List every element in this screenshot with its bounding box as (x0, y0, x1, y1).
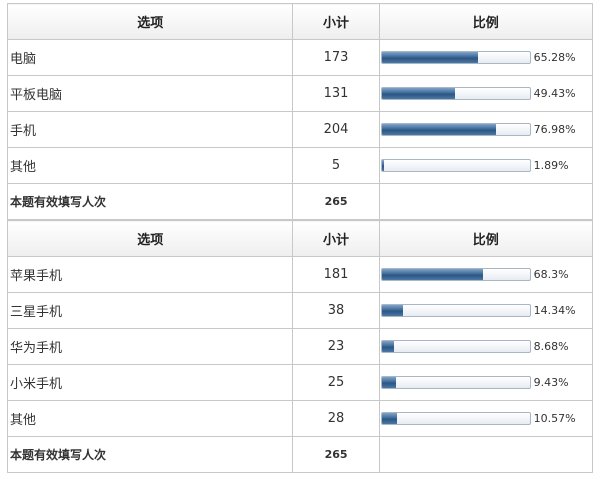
percent-text: 65.28% (533, 51, 576, 64)
progress-fill (381, 269, 483, 280)
percent-text: 9.43% (533, 376, 569, 389)
ratio-cell: 49.43% (378, 75, 594, 112)
progress-bar (380, 123, 531, 136)
progress-bar (380, 340, 531, 353)
total-empty-cell (378, 436, 594, 473)
total-row: 本题有效填写人次 265 (6, 436, 594, 473)
option-label: 其他 (6, 147, 294, 184)
option-label: 平板电脑 (6, 75, 294, 112)
percent-text: 49.43% (533, 87, 576, 100)
ratio-cell: 9.43% (378, 364, 594, 401)
option-count: 173 (292, 39, 380, 76)
header-option: 选项 (6, 220, 294, 257)
progress-fill (381, 341, 395, 352)
ratio-cell: 65.28% (378, 39, 594, 76)
stats-table-2: 选项 小计 比例 苹果手机 181 68.3% 三星手机 38 14.34% 华… (6, 220, 594, 473)
option-label: 其他 (6, 400, 294, 437)
option-count: 23 (292, 328, 380, 365)
table-header-row: 选项 小计 比例 (6, 220, 594, 257)
total-row: 本题有效填写人次 265 (6, 183, 594, 220)
total-label: 本题有效填写人次 (6, 436, 294, 473)
total-label: 本题有效填写人次 (6, 183, 294, 220)
option-label: 手机 (6, 111, 294, 148)
table-row: 小米手机 25 9.43% (6, 364, 594, 401)
option-count: 204 (292, 111, 380, 148)
ratio-cell: 10.57% (378, 400, 594, 437)
option-count: 28 (292, 400, 380, 437)
total-empty-cell (378, 183, 594, 220)
percent-text: 76.98% (533, 123, 576, 136)
percent-text: 8.68% (533, 340, 569, 353)
ratio-cell: 14.34% (378, 292, 594, 329)
table-row: 其他 28 10.57% (6, 400, 594, 437)
progress-bar (380, 87, 531, 100)
progress-fill (381, 413, 398, 424)
option-count: 5 (292, 147, 380, 184)
progress-bar (380, 412, 531, 425)
option-count: 131 (292, 75, 380, 112)
progress-bar (380, 159, 531, 172)
stats-table-1: 选项 小计 比例 电脑 173 65.28% 平板电脑 131 49.43% 手… (6, 3, 594, 220)
ratio-cell: 8.68% (378, 328, 594, 365)
total-count: 265 (292, 183, 380, 220)
option-label: 小米手机 (6, 364, 294, 401)
progress-bar (380, 304, 531, 317)
progress-fill (381, 88, 455, 99)
percent-text: 68.3% (533, 268, 569, 281)
option-label: 三星手机 (6, 292, 294, 329)
progress-bar (380, 268, 531, 281)
progress-bar (380, 376, 531, 389)
option-count: 181 (292, 256, 380, 293)
header-ratio: 比例 (378, 3, 594, 40)
table-row: 电脑 173 65.28% (6, 39, 594, 76)
option-label: 苹果手机 (6, 256, 294, 293)
header-option: 选项 (6, 3, 294, 40)
ratio-cell: 76.98% (378, 111, 594, 148)
header-count: 小计 (292, 220, 380, 257)
progress-fill (381, 124, 496, 135)
percent-text: 10.57% (533, 412, 576, 425)
option-count: 38 (292, 292, 380, 329)
progress-fill (381, 52, 479, 63)
option-label: 华为手机 (6, 328, 294, 365)
ratio-cell: 68.3% (378, 256, 594, 293)
table-row: 平板电脑 131 49.43% (6, 75, 594, 112)
option-count: 25 (292, 364, 380, 401)
progress-fill (381, 377, 396, 388)
ratio-cell: 1.89% (378, 147, 594, 184)
progress-bar (380, 51, 531, 64)
percent-text: 14.34% (533, 304, 576, 317)
header-ratio: 比例 (378, 220, 594, 257)
option-label: 电脑 (6, 39, 294, 76)
table-row: 其他 5 1.89% (6, 147, 594, 184)
progress-fill (381, 160, 385, 171)
table-row: 苹果手机 181 68.3% (6, 256, 594, 293)
progress-fill (381, 305, 403, 316)
table-row: 华为手机 23 8.68% (6, 328, 594, 365)
header-count: 小计 (292, 3, 380, 40)
percent-text: 1.89% (533, 159, 569, 172)
total-count: 265 (292, 436, 380, 473)
table-row: 手机 204 76.98% (6, 111, 594, 148)
table-row: 三星手机 38 14.34% (6, 292, 594, 329)
table-header-row: 选项 小计 比例 (6, 3, 594, 40)
